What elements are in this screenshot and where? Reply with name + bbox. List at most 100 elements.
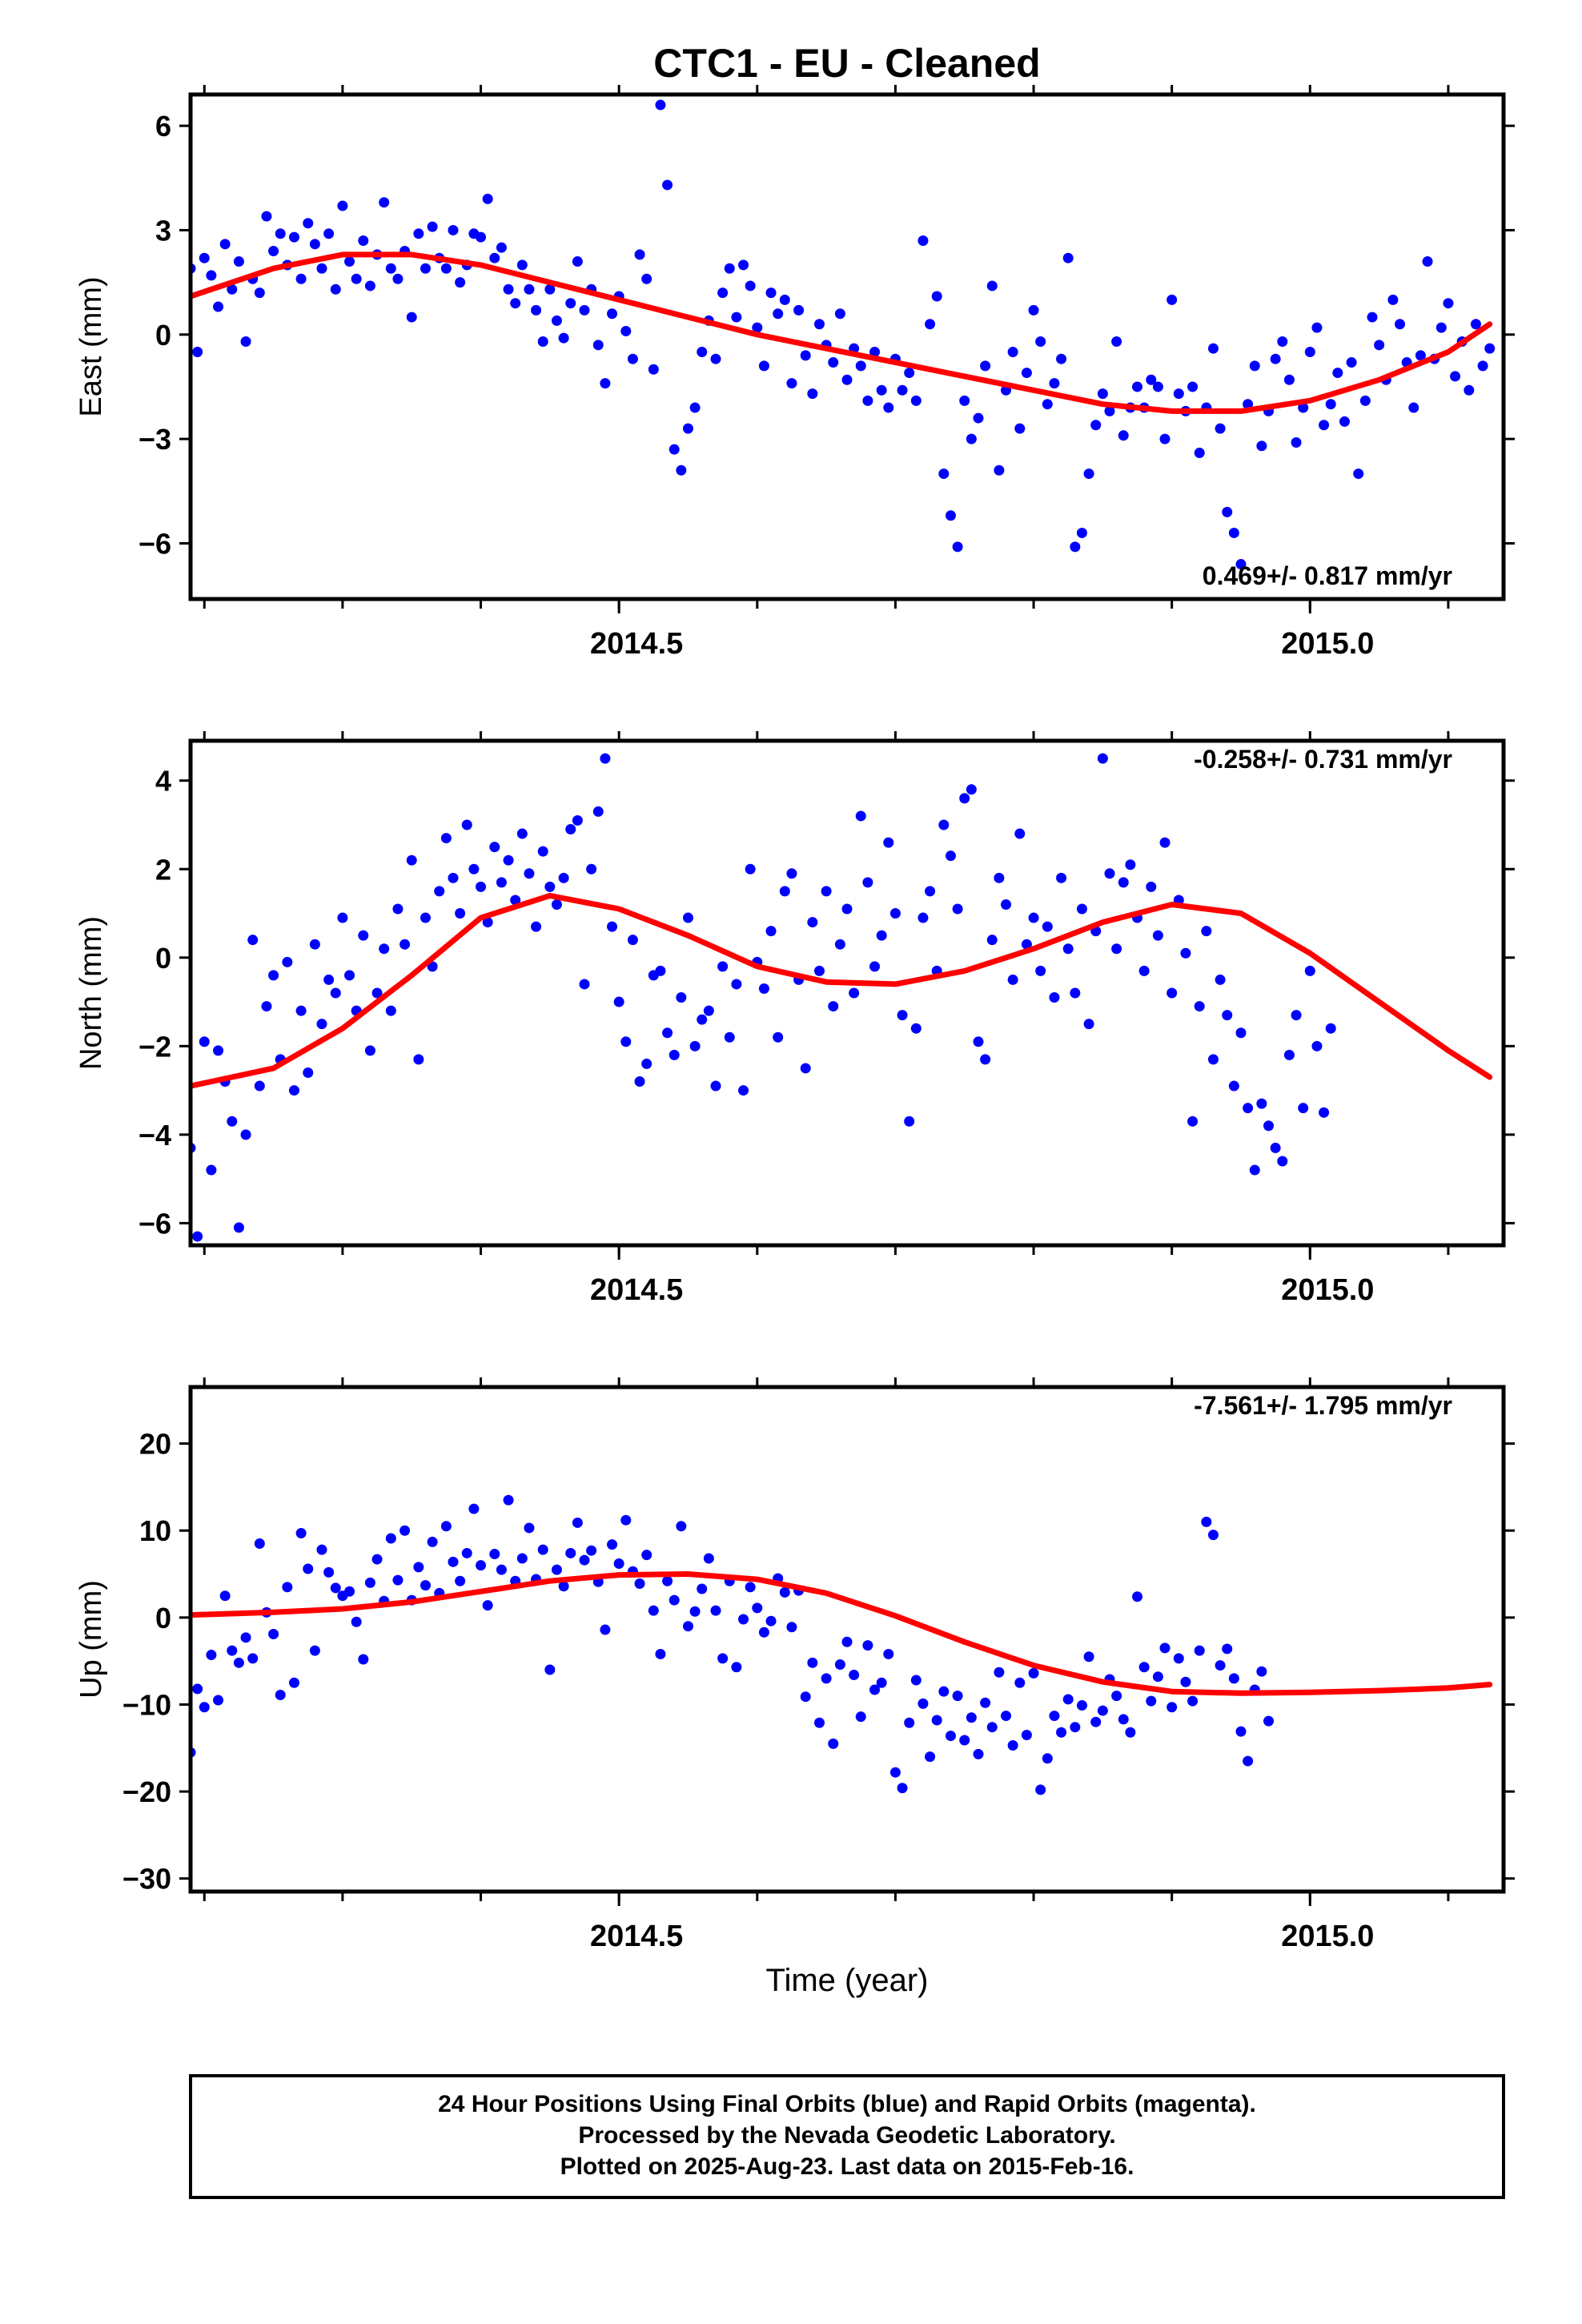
east-data-point [192,347,203,358]
north-data-point [261,1001,272,1012]
up-data-point [828,1738,839,1749]
north-data-point [1235,1027,1247,1039]
north-data-point [1152,930,1163,941]
up-data-point [427,1536,438,1547]
north-data-point [1277,1156,1288,1167]
north-data-point [448,872,459,883]
north-data-point [745,863,756,875]
east-data-point [1332,368,1343,379]
up-data-point [738,1614,749,1625]
up-data-point [558,1581,569,1592]
north-data-point [765,926,777,937]
up-data-point [303,1563,314,1574]
up-panel: 20 10 0 −10 −20 −30 2014.5 2015.0 Up (mm) -7.561+… [74,1377,1515,1998]
east-data-point [745,280,756,292]
north-data-point [1083,1019,1094,1030]
north-data-point [572,814,583,826]
up-data-point [952,1691,963,1702]
north-data-point [337,912,348,923]
north-data-point [1270,1142,1281,1153]
north-data-point [468,863,480,875]
north-data-point [1028,912,1039,923]
east-data-point [883,402,894,413]
up-data-point [565,1547,576,1558]
up-data-point [227,1645,238,1656]
east-data-point [1243,399,1254,410]
up-data-point [889,1767,901,1778]
up-data-point [1180,1676,1191,1687]
east-data-point [1118,430,1129,441]
east-data-point [1152,381,1163,392]
panels: 6 3 0 −3 −6 2014.5 2015.0 East (mm) 0.469+/- 0.8… [74,85,1515,1998]
up-y-axis-label: Up (mm) [74,1580,108,1699]
east-data-point [337,200,348,211]
east-data-point [1256,440,1267,452]
footer-frame [189,2074,1505,2199]
up-data-point [1228,1673,1239,1684]
up-data-point [440,1521,452,1532]
east-data-point [592,340,604,351]
up-x-axis-label: Time (year) [766,1963,929,1998]
up-data-point [282,1582,293,1593]
north-data-point [662,1027,673,1039]
north-data-point [558,872,569,883]
up-data-point [240,1632,251,1643]
north-data-point [834,939,845,950]
east-data-point [731,312,742,323]
east-data-point [1021,368,1032,379]
north-data-point [1111,943,1122,955]
east-data-point [841,374,853,385]
north-data-point [392,903,404,915]
north-x-tick-label: 2014.5 [590,1273,683,1307]
north-data-point [889,908,901,919]
footer-line-3: Plotted on 2025-Aug-23. Last data on 201… [560,2153,1134,2180]
up-data-point [980,1697,991,1708]
east-data-point [1207,343,1219,354]
up-y-tick-label: 0 [155,1602,171,1634]
east-data-point [945,510,956,521]
east-data-point [1235,559,1247,570]
up-data-point [1111,1691,1122,1702]
east-data-point [986,280,998,292]
east-data-point [1298,402,1309,413]
north-points [191,753,1336,1242]
north-data-point [1194,1001,1205,1012]
east-data-point [724,263,735,274]
east-data-point [1049,378,1060,389]
north-data-point [731,979,742,990]
north-data-point [1104,868,1115,879]
east-frame [188,92,1506,601]
north-data-point [1228,1080,1239,1092]
east-data-point [682,423,693,434]
north-data-point [303,1067,314,1078]
north-data-point [917,912,929,923]
up-data-point [1035,1784,1046,1795]
up-data-point [1159,1642,1170,1654]
north-data-point [1222,1010,1233,1021]
north-data-point [1201,926,1212,937]
up-data-point [904,1717,915,1728]
up-data-point [945,1731,956,1742]
east-data-point [800,350,811,361]
east-data-point [413,228,424,239]
east-data-point [503,283,514,295]
up-data-point [199,1702,210,1713]
north-data-point [897,1010,908,1021]
east-data-point [925,319,936,330]
north-data-point [1042,921,1053,932]
north-data-point [773,1031,784,1043]
up-y-tick-label: −20 [122,1775,171,1808]
east-data-point [288,231,299,243]
up-data-point [1028,1667,1039,1679]
up-data-point [973,1748,984,1759]
east-data-point [392,273,404,284]
north-data-point [641,1058,652,1069]
north-data-point [1021,939,1032,950]
north-data-point [973,1036,984,1047]
north-data-point [413,1054,424,1065]
up-data-point [455,1575,466,1586]
up-data-point [247,1653,259,1664]
east-data-point [959,395,970,406]
east-data-point [261,211,272,222]
north-data-point [268,970,279,981]
